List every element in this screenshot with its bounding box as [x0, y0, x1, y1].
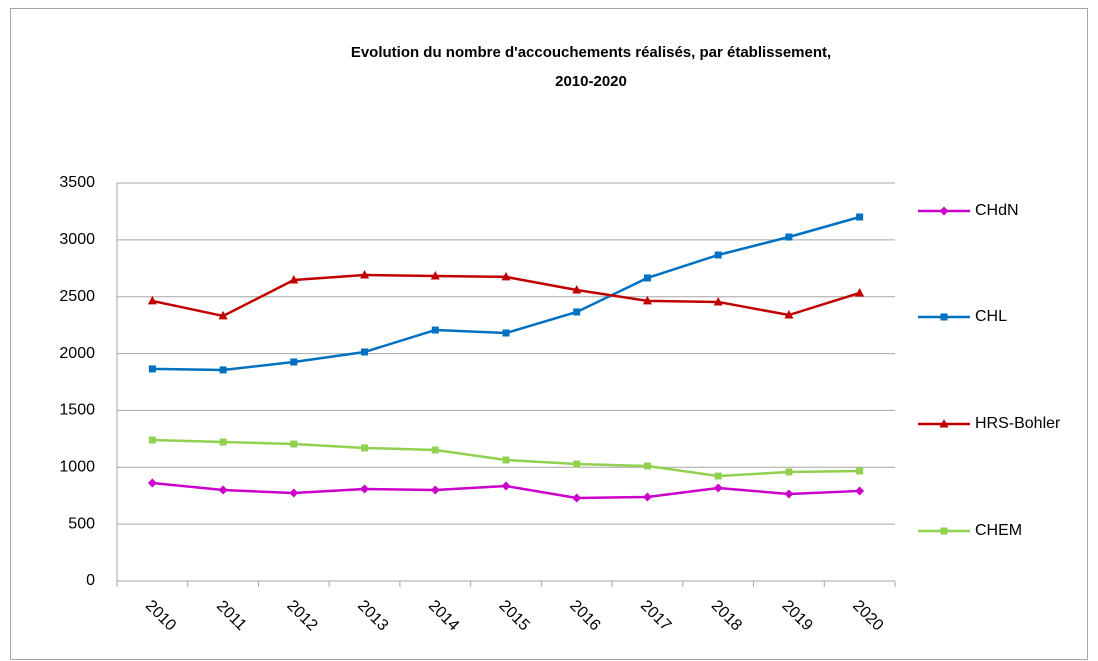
data-point — [573, 460, 581, 468]
data-point — [502, 456, 510, 464]
data-point — [785, 468, 793, 476]
data-point — [856, 467, 864, 475]
legend-marker — [939, 419, 949, 428]
data-point — [714, 472, 722, 480]
data-point — [642, 492, 652, 502]
data-point — [290, 358, 298, 366]
chart-frame — [10, 8, 1088, 660]
data-point — [361, 444, 369, 452]
data-point — [218, 485, 228, 495]
data-point — [713, 296, 723, 306]
data-point — [431, 326, 439, 334]
data-point — [784, 310, 794, 319]
data-point — [784, 489, 794, 499]
data-point — [361, 348, 369, 356]
y-tick-label: 3000 — [59, 231, 95, 248]
data-point — [643, 462, 651, 470]
y-tick-label: 3500 — [59, 174, 95, 191]
data-point — [360, 269, 370, 279]
y-tick-label: 1000 — [59, 459, 95, 476]
data-point — [855, 287, 865, 297]
data-point — [148, 365, 156, 373]
data-point — [856, 213, 864, 221]
y-tick-label: 2000 — [59, 345, 95, 362]
legend-marker — [940, 527, 948, 535]
legend-label: CHEM — [975, 522, 1022, 539]
data-point — [430, 271, 440, 280]
data-point — [501, 481, 511, 491]
legend-marker — [940, 313, 948, 321]
data-point — [642, 295, 652, 305]
data-point — [855, 486, 865, 496]
data-point — [147, 478, 157, 488]
data-point — [501, 271, 511, 281]
legend-label: CHdN — [975, 202, 1019, 219]
y-tick-label: 1500 — [59, 402, 95, 419]
legend-label: CHL — [975, 308, 1007, 325]
data-point — [219, 438, 227, 446]
data-point — [572, 285, 582, 294]
data-point — [431, 446, 439, 454]
y-tick-label: 2500 — [59, 288, 95, 305]
chart-title: 2010-2020 — [555, 73, 627, 90]
data-point — [148, 436, 156, 444]
data-point — [785, 233, 793, 241]
data-point — [218, 310, 228, 320]
y-tick-label: 500 — [68, 515, 95, 532]
data-point — [714, 251, 722, 259]
data-point — [147, 295, 157, 305]
legend-marker — [939, 206, 949, 216]
data-point — [289, 488, 299, 498]
data-point — [219, 366, 227, 374]
y-tick-label: 0 — [86, 572, 95, 589]
data-point — [502, 329, 510, 337]
data-point — [360, 484, 370, 494]
legend-label: HRS-Bohler — [975, 415, 1061, 432]
data-point — [290, 440, 298, 448]
data-point — [572, 493, 582, 503]
data-point — [289, 274, 299, 284]
data-point — [643, 274, 651, 282]
data-point — [430, 485, 440, 495]
data-point — [713, 483, 723, 493]
data-point — [573, 308, 581, 316]
chart-title: Evolution du nombre d'accouchements réal… — [351, 44, 831, 61]
